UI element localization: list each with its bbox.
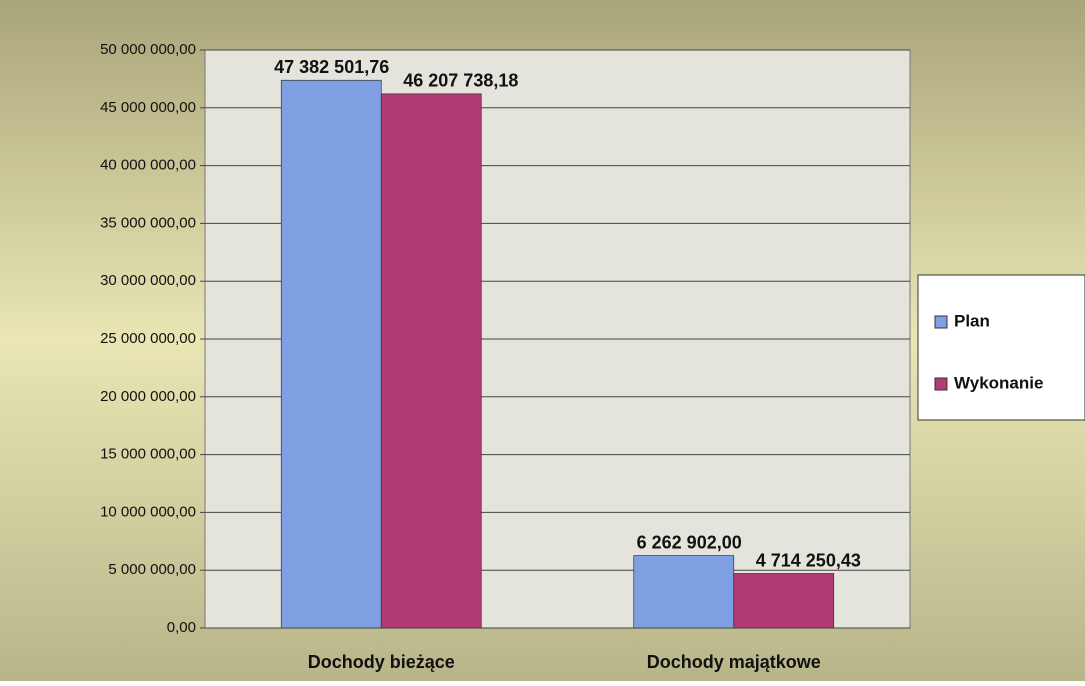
x-tick-label: Dochody majątkowe bbox=[647, 652, 821, 672]
bar bbox=[380, 93, 482, 629]
value-label: 46 207 738,18 bbox=[403, 71, 518, 91]
legend-swatch bbox=[934, 315, 948, 329]
y-tick-label: 50 000 000,00 bbox=[100, 41, 196, 58]
bar bbox=[633, 555, 735, 629]
y-tick-label: 45 000 000,00 bbox=[100, 99, 196, 116]
value-label: 6 262 902,00 bbox=[637, 532, 742, 552]
y-tick-label: 35 000 000,00 bbox=[100, 214, 196, 231]
y-tick-label: 0,00 bbox=[167, 619, 196, 636]
value-label: 4 714 250,43 bbox=[756, 550, 861, 570]
y-tick-label: 20 000 000,00 bbox=[100, 388, 196, 405]
legend-box bbox=[917, 274, 1085, 421]
y-tick-label: 25 000 000,00 bbox=[100, 330, 196, 347]
bar bbox=[280, 79, 382, 629]
y-tick-label: 5 000 000,00 bbox=[108, 561, 196, 578]
value-label: 47 382 501,76 bbox=[274, 57, 389, 77]
legend-label: Wykonanie bbox=[954, 373, 1043, 392]
legend-swatch bbox=[934, 377, 948, 391]
bar bbox=[733, 573, 835, 629]
legend-label: Plan bbox=[954, 311, 990, 330]
y-tick-label: 15 000 000,00 bbox=[100, 446, 196, 463]
x-tick-label: Dochody bieżące bbox=[308, 652, 455, 672]
y-tick-label: 30 000 000,00 bbox=[100, 272, 196, 289]
y-tick-label: 10 000 000,00 bbox=[100, 503, 196, 520]
y-tick-label: 40 000 000,00 bbox=[100, 157, 196, 174]
